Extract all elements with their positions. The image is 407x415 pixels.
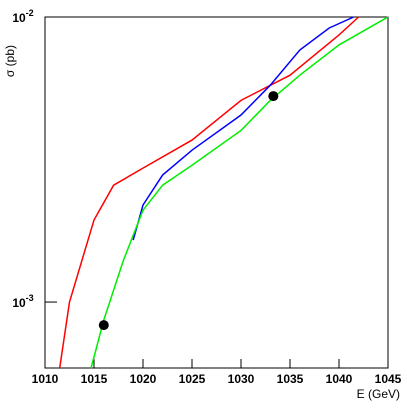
line-series bbox=[90, 16, 389, 369]
y-tick-base: 10 bbox=[12, 296, 26, 310]
y-axis-label: σ (pb) bbox=[3, 45, 17, 77]
x-tick-label: 1045 bbox=[375, 372, 402, 386]
y-tick-label: 10-2 bbox=[12, 8, 33, 25]
x-tick-label: 1035 bbox=[277, 372, 304, 386]
y-tick-exponent: -2 bbox=[26, 8, 34, 18]
y-tick-base: 10 bbox=[12, 11, 26, 25]
x-tick-label: 1010 bbox=[32, 372, 59, 386]
x-tick-label: 1020 bbox=[130, 372, 157, 386]
x-axis-label: E (GeV) bbox=[357, 387, 400, 401]
data-point bbox=[98, 320, 109, 331]
line-series bbox=[132, 16, 355, 241]
y-tick-exponent: -3 bbox=[26, 293, 34, 303]
x-tick-label: 1025 bbox=[179, 372, 206, 386]
data-point bbox=[268, 91, 279, 102]
line-series bbox=[58, 16, 360, 369]
x-tick-label: 1030 bbox=[228, 372, 255, 386]
x-tick-label: 1040 bbox=[326, 372, 353, 386]
plot-frame bbox=[44, 16, 389, 369]
y-tick-label: 10-3 bbox=[12, 293, 33, 310]
x-tick-label: 1015 bbox=[81, 372, 108, 386]
